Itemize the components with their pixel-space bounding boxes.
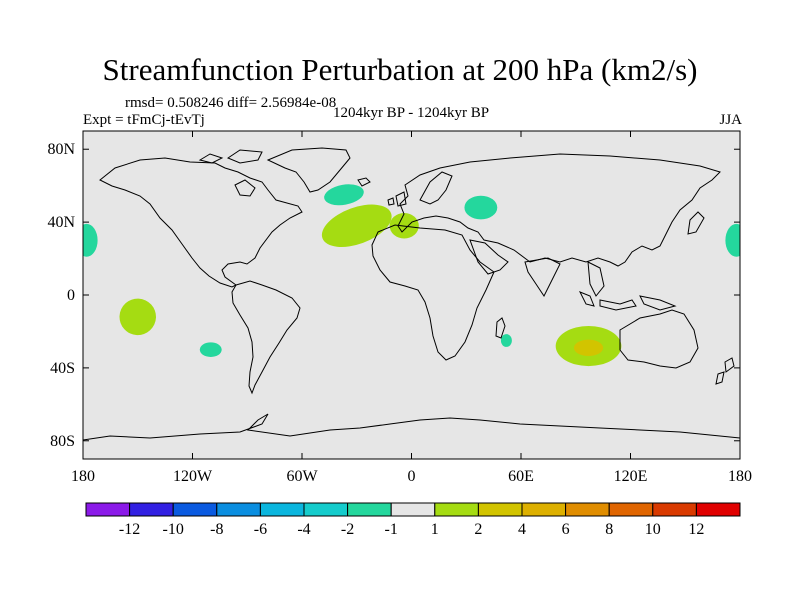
colorbar-label: -12 [119,521,140,538]
colorbar-label: -4 [297,521,310,538]
y-tick-label: 80N [47,141,75,158]
coastline-iceland [357,177,371,187]
colorbar-swatch [129,502,174,517]
x-tick-label: 180 [728,468,752,485]
y-tick-label: 40N [47,214,75,231]
anomaly-indian-ocean-core [573,339,604,357]
rmsd-diff-stats: rmsd= 0.508246 diff= 2.56984e-08 [125,95,337,111]
y-tick-label: 0 [67,287,75,304]
colorbar-swatch [477,502,523,517]
anomaly-madagascar-negative [500,334,512,347]
y-tick-label: 40S [50,360,75,377]
colorbar-swatch [172,502,218,517]
anomaly-dateline-east-negative [725,223,740,257]
coastline-scandinavia [419,171,453,205]
colorbar-swatch [85,502,131,517]
coastline-southeast-asia [578,261,677,311]
coastline-madagascar [495,317,506,339]
coastline-arctic-islands [198,149,263,164]
colorbar-swatch [347,502,392,517]
colorbar-swatch [434,502,479,517]
colorbar-label: -2 [341,521,354,538]
x-tick-label: 180 [71,468,95,485]
coastline-africa [371,224,495,361]
anomaly-dateline-west-negative [83,223,98,257]
colorbar-swatch [695,502,741,517]
colorbar-label: 8 [605,521,613,538]
coastline-north-america [99,157,303,288]
coastline-antarctica [83,413,740,441]
colorbar-swatch [390,502,436,517]
anomaly-layer [83,184,740,367]
coastline-greenland [266,147,351,193]
colorbar-swatch [259,502,305,517]
coastline-arabia [469,239,509,275]
coastline-south-america [231,280,301,395]
colorbar-label: -10 [163,521,184,538]
anomaly-south-pacific-positive [119,298,156,336]
coastline-japan [687,211,705,235]
colorbar-label: 2 [474,521,482,538]
colorbar-swatch [608,502,654,517]
x-tick-label: 60E [508,468,534,485]
experiment-label: Expt = tFmCj-tEvTj [83,112,205,128]
colorbar-swatch [303,502,349,517]
colorbar-label: -8 [210,521,223,538]
colorbar-swatch [565,502,610,517]
map-background [83,131,740,459]
x-tick-label: 120W [173,468,213,485]
coastline-hudson-bay [234,179,256,197]
x-tick-label: 0 [408,468,416,485]
colorbar-swatch [652,502,697,517]
axis-ticks: 180 120W 60W 0 60E 120E 180 80N 40N 0 40S 80S [47,131,752,485]
x-tick-label: 120E [614,468,648,485]
coastline-eurasia [397,153,721,267]
colorbar-label: 12 [688,521,704,538]
colorbar-label: -6 [254,521,267,538]
colorbar-swatch [216,502,261,517]
anomaly-north-atlantic-positive [321,204,392,247]
x-tick-label: 60W [286,468,318,485]
coastline-australia [619,309,699,369]
chart-title: Streamfunction Perturbation at 200 hPa (… [102,52,698,87]
coastlines [83,147,740,441]
season-label: JJA [719,112,742,128]
y-tick-label: 80S [50,433,75,450]
colorbar-label: 4 [518,521,526,538]
anomaly-black-sea-negative [464,195,498,220]
colorbar-label: 10 [645,521,661,538]
anomaly-greenland-sea-negative [324,184,364,206]
period-label: 1204kyr BP - 1204kyr BP [332,105,490,121]
anomaly-southeast-pacific-negative [199,342,222,357]
colorbar-label: 1 [431,521,439,538]
colorbar-swatch [521,502,567,517]
coastline-new-zealand [715,357,735,385]
colorbar-label: 6 [562,521,570,538]
coastline-india [524,257,561,297]
colorbar-label: -1 [385,521,398,538]
coastline-british-isles [387,191,407,207]
